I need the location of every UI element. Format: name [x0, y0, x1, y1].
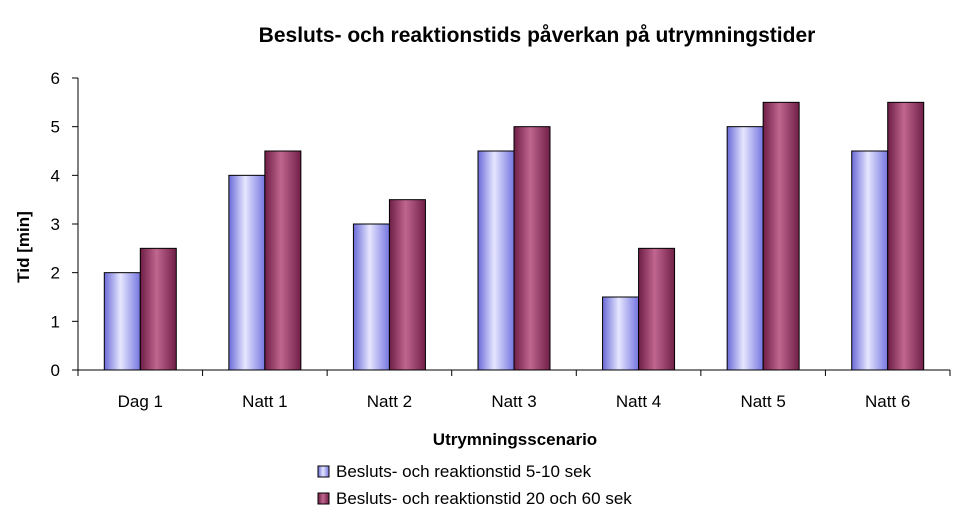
- bars: [103, 101, 925, 371]
- legend-label-series-2: Besluts- och reaktionstid 20 och 60 sek: [336, 489, 632, 508]
- legend-swatch-series-2: [317, 492, 330, 505]
- y-tick-label: 0: [51, 361, 60, 380]
- y-tick-label: 5: [51, 118, 60, 137]
- x-tick-label: Natt 1: [242, 392, 287, 411]
- bar-series-1: [851, 150, 889, 371]
- bar-series-2: [264, 150, 302, 371]
- legend-swatch-series-1: [317, 465, 330, 478]
- x-tick-label: Dag 1: [118, 392, 163, 411]
- x-tick-label: Natt 2: [367, 392, 412, 411]
- x-tick-label: Natt 4: [616, 392, 661, 411]
- chart-title: Besluts- och reaktionstids påverkan på u…: [259, 24, 816, 47]
- x-tick-labels: Dag 1 Natt 1 Natt 2 Natt 3 Natt 4 Natt 5 Natt …: [77, 370, 951, 411]
- y-tick-labels: 0 1 2 3 4 5 6: [51, 69, 78, 380]
- x-tick-label: Natt 3: [491, 392, 536, 411]
- x-tick-label: Natt 6: [865, 392, 910, 411]
- bar-series-2: [139, 247, 177, 371]
- bar-series-2: [388, 199, 426, 371]
- y-tick-label: 3: [51, 215, 60, 234]
- bar-series-2: [513, 126, 551, 371]
- x-tick-label: Natt 5: [740, 392, 785, 411]
- bar-series-2: [762, 101, 800, 371]
- x-axis-label: Utrymningsscenario: [433, 430, 597, 449]
- bar-series-2: [638, 247, 676, 371]
- bar-series-1: [228, 174, 266, 371]
- legend: Besluts- och reaktionstid 5-10 sek Beslu…: [317, 462, 632, 508]
- bar-series-1: [103, 272, 141, 371]
- y-tick-label: 2: [51, 264, 60, 283]
- y-tick-label: 4: [51, 166, 60, 185]
- bar-series-1: [602, 296, 640, 371]
- bar-series-1: [352, 223, 390, 371]
- axes: [77, 78, 950, 371]
- bar-series-1: [477, 150, 515, 371]
- y-tick-label: 6: [51, 69, 60, 88]
- y-tick-label: 1: [51, 312, 60, 331]
- y-axis-label: Tid [min]: [14, 211, 33, 282]
- legend-label-series-1: Besluts- och reaktionstid 5-10 sek: [336, 462, 592, 481]
- bar-series-2: [887, 101, 925, 371]
- bar-series-1: [726, 126, 764, 371]
